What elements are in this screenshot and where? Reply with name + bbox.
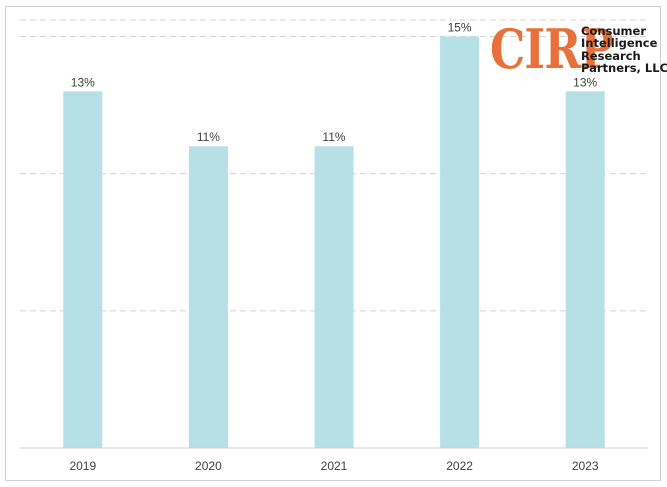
data-label-2023: 13% xyxy=(573,75,597,89)
x-tick-2019: 2019 xyxy=(69,459,96,473)
x-tick-2023: 2023 xyxy=(572,459,599,473)
bar-2021 xyxy=(314,146,354,448)
bar-2019 xyxy=(63,91,103,448)
logo-line-3: Research xyxy=(581,48,641,63)
data-label-2020: 11% xyxy=(197,130,220,144)
x-tick-labels: 2019 2020 2021 2022 2023 xyxy=(69,459,598,473)
cirp-logo-text: Consumer Intelligence Research Partners,… xyxy=(581,25,667,75)
data-labels: 13% 11% 11% 15% 13% xyxy=(71,20,598,144)
bar-2023 xyxy=(565,91,605,448)
x-tick-2021: 2021 xyxy=(321,459,348,473)
logo-line-2: Intelligence xyxy=(581,36,658,51)
logo-line-4: Partners, LLC xyxy=(581,61,667,76)
data-label-2021: 11% xyxy=(322,130,345,144)
cirp-logo-wordmark: CIRP xyxy=(490,17,614,81)
data-label-2019: 13% xyxy=(71,75,95,89)
logo-line-1: Consumer xyxy=(581,24,647,38)
x-tick-2022: 2022 xyxy=(446,459,473,473)
bar-2020 xyxy=(188,146,228,448)
x-tick-2020: 2020 xyxy=(195,459,222,473)
data-label-2022: 15% xyxy=(448,20,472,34)
bars xyxy=(63,36,605,448)
bar-2022 xyxy=(440,36,480,448)
